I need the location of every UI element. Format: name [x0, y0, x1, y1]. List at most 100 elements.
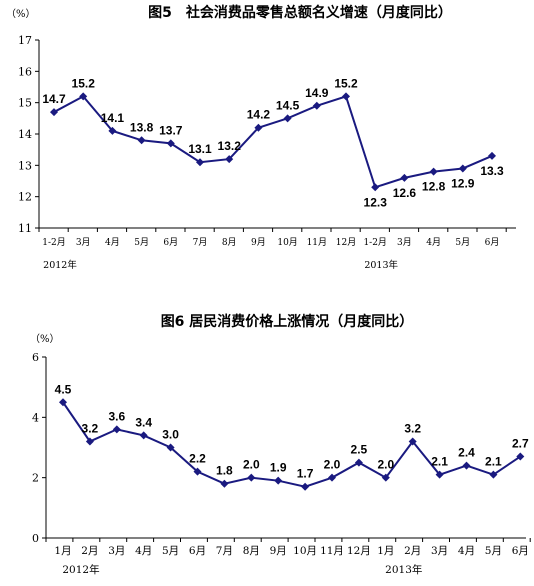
chart2-data-label: 2.2 — [189, 452, 206, 466]
chart1-xtick-label: 5月 — [455, 237, 470, 248]
chart1-data-point — [429, 167, 438, 176]
chart1-data-label: 12.8 — [422, 180, 446, 194]
chart2-data-label: 2.0 — [377, 458, 394, 472]
chart1-xtick-label: 7月 — [193, 237, 208, 248]
chart2-xtick-label: 8月 — [243, 545, 260, 557]
chart2-data-label: 2.1 — [431, 455, 448, 469]
chart1-data-point — [283, 114, 292, 123]
chart1-ytick-label: 14 — [18, 128, 32, 141]
chart2-year-label: 2013年 — [385, 563, 422, 576]
chart2-data-label: 1.7 — [297, 467, 314, 481]
chart1-xtick-label: 6月 — [485, 237, 500, 248]
chart1-data-point — [79, 92, 88, 101]
chart1-xtick-label: 5月 — [134, 237, 149, 248]
chart2-xtick-label: 4月 — [458, 545, 475, 557]
chart2-data-point — [328, 473, 336, 482]
chart2-xtick-label: 2月 — [81, 545, 98, 557]
chart1-xtick-label: 1-2月 — [363, 237, 387, 248]
chart-cpi: 图6 居民消费价格上涨情况（月度同比） （%） 0 2 4 6 1月 2月 3月 4月 5月 6… — [30, 313, 531, 576]
chart1-data-point — [254, 123, 263, 132]
chart1-data-label: 14.7 — [42, 92, 66, 106]
chart1-data-point — [458, 164, 467, 173]
chart1-year-label: 2012年 — [43, 259, 77, 271]
chart2-xtick-label: 10月 — [293, 545, 317, 557]
chart2-xtick-label: 5月 — [485, 545, 502, 557]
chart1-ytick-label: 15 — [18, 97, 32, 110]
chart2-data-point — [462, 461, 471, 470]
chart2-data-point — [112, 425, 121, 434]
chart2-data-point — [435, 470, 444, 479]
chart1-data-label: 12.3 — [364, 195, 388, 209]
chart1-data-label: 13.7 — [159, 123, 183, 137]
chart1-title: 图5 社会消费品零售总额名义增速（月度同比） — [148, 4, 452, 21]
chart2-data-label: 3.0 — [162, 428, 179, 442]
chart1-data-label: 14.1 — [101, 111, 125, 125]
chart1-ytick-label: 11 — [18, 222, 32, 235]
chart2-xtick-label: 1月 — [54, 545, 71, 557]
chart1-data-label: 14.2 — [247, 108, 271, 122]
chart1-data-label: 15.2 — [72, 76, 96, 90]
chart1-unit-label: （%） — [6, 8, 36, 20]
chart1-data-label: 13.1 — [188, 142, 212, 156]
chart2-data-point — [274, 476, 283, 485]
chart2-data-point — [381, 473, 390, 482]
chart2-xtick-label: 4月 — [135, 545, 152, 557]
chart2-xtick-label: 6月 — [189, 545, 206, 557]
chart2-xtick-label: 7月 — [216, 545, 233, 557]
chart1-xtick-label: 10月 — [277, 237, 297, 248]
chart2-xtick-label: 11月 — [320, 545, 344, 557]
chart1-xtick-label: 6月 — [163, 237, 178, 248]
chart1-ytick-label: 12 — [18, 191, 32, 204]
chart1-xtick-label: 11月 — [307, 237, 327, 248]
chart2-xtick-label: 3月 — [108, 545, 125, 557]
chart2-data-label: 3.4 — [135, 415, 152, 429]
chart1-xtick-label: 4月 — [426, 237, 441, 248]
chart1-xtick-label: 4月 — [105, 237, 120, 248]
chart2-xtick-label: 5月 — [162, 545, 179, 557]
chart1-data-label: 12.9 — [451, 176, 475, 190]
chart1-ytick-label: 17 — [18, 34, 32, 47]
chart1-year-label: 2013年 — [364, 259, 398, 271]
chart1-data-label: 14.9 — [305, 86, 329, 100]
chart1-data-point — [312, 101, 321, 110]
chart2-data-label: 1.9 — [270, 461, 287, 475]
chart2-xtick-label: 2月 — [404, 545, 421, 557]
chart1-data-point — [166, 139, 175, 148]
chart2-unit-label: （%） — [30, 333, 60, 345]
chart2-data-point — [247, 473, 256, 482]
chart1-data-label: 13.2 — [218, 139, 242, 153]
chart1-data-point — [225, 155, 234, 164]
chart1-data-point — [108, 126, 117, 135]
chart2-ytick-label: 4 — [32, 411, 39, 424]
chart2-data-point — [166, 443, 175, 452]
chart2-data-point — [139, 431, 148, 440]
chart1-xtick-label: 3月 — [397, 237, 412, 248]
chart2-title: 图6 居民消费价格上涨情况（月度同比） — [161, 313, 414, 330]
chart1-data-label: 12.6 — [393, 186, 417, 200]
chart1-data-point — [50, 108, 58, 117]
chart1-data-label: 14.5 — [276, 98, 300, 112]
chart1-data-point — [400, 173, 409, 182]
chart2-data-point — [408, 437, 417, 446]
chart2-series-line — [62, 401, 521, 488]
chart1-data-point — [196, 158, 204, 167]
chart1-data-point — [342, 92, 350, 101]
chart-retail-sales: 图5 社会消费品零售总额名义增速（月度同比） （%） 11 12 13 14 15 16 1… — [6, 4, 516, 271]
chart1-series-line — [53, 95, 493, 189]
chart2-xtick-label: 12月 — [347, 545, 371, 557]
chart2-data-point — [193, 467, 202, 476]
chart1-data-point — [488, 151, 496, 160]
chart2-data-label: 3.6 — [108, 409, 125, 423]
chart2-data-label: 2.0 — [243, 458, 260, 472]
chart2-data-label: 2.7 — [512, 437, 529, 451]
chart1-data-point — [137, 136, 146, 145]
chart1-xtick-label: 12月 — [336, 237, 356, 248]
chart2-ytick-label: 6 — [32, 351, 39, 364]
chart2-data-point — [354, 458, 363, 467]
chart2-year-label: 2012年 — [62, 563, 99, 576]
chart2-data-point — [516, 452, 525, 461]
chart2-xtick-label: 1月 — [377, 545, 394, 557]
chart2-data-label: 4.5 — [55, 382, 72, 396]
chart2-data-label: 2.0 — [324, 458, 341, 472]
